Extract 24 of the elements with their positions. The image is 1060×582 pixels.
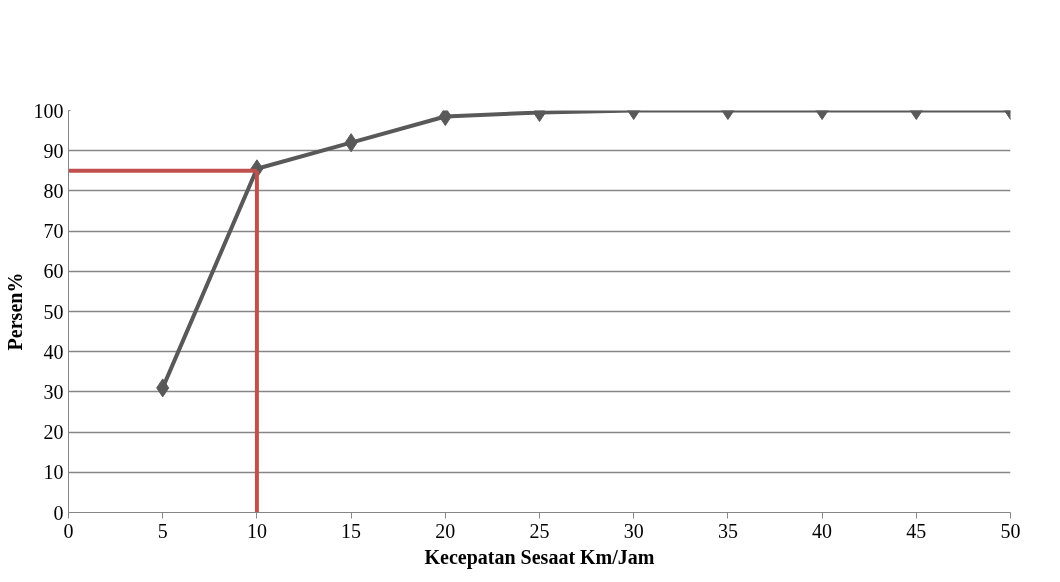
y-tick-label: 60: [43, 260, 64, 283]
x-axis-title: Kecepatan Sesaat Km/Jam: [424, 545, 655, 569]
y-tick-label: 10: [43, 461, 64, 484]
x-tick-label: 5: [157, 519, 168, 542]
x-tick-label: 45: [906, 519, 927, 542]
x-tick-label: 35: [717, 519, 738, 542]
y-tick-label: 100: [33, 99, 64, 122]
y-tick-label: 50: [43, 300, 64, 323]
x-tick-label: 30: [623, 519, 644, 542]
point: [156, 378, 170, 398]
y-tick-label: 20: [43, 421, 64, 444]
x-tick-label: 25: [529, 519, 550, 542]
y-tick-label: 0: [53, 501, 64, 524]
x-tick-label: 40: [812, 519, 833, 542]
y-axis-title: Persen%: [3, 272, 26, 351]
y-tick-label: 90: [43, 139, 64, 162]
x-tick-label: 20: [435, 519, 456, 542]
y-tick-label: 80: [43, 179, 64, 202]
x-tick-label: 15: [341, 519, 362, 542]
y-tick-label: 70: [43, 220, 64, 243]
x-tick-label: 10: [246, 519, 267, 542]
x-tick-label: 50: [1000, 519, 1021, 542]
y-tick-label: 30: [43, 380, 64, 403]
y-tick-label: 40: [43, 340, 64, 363]
